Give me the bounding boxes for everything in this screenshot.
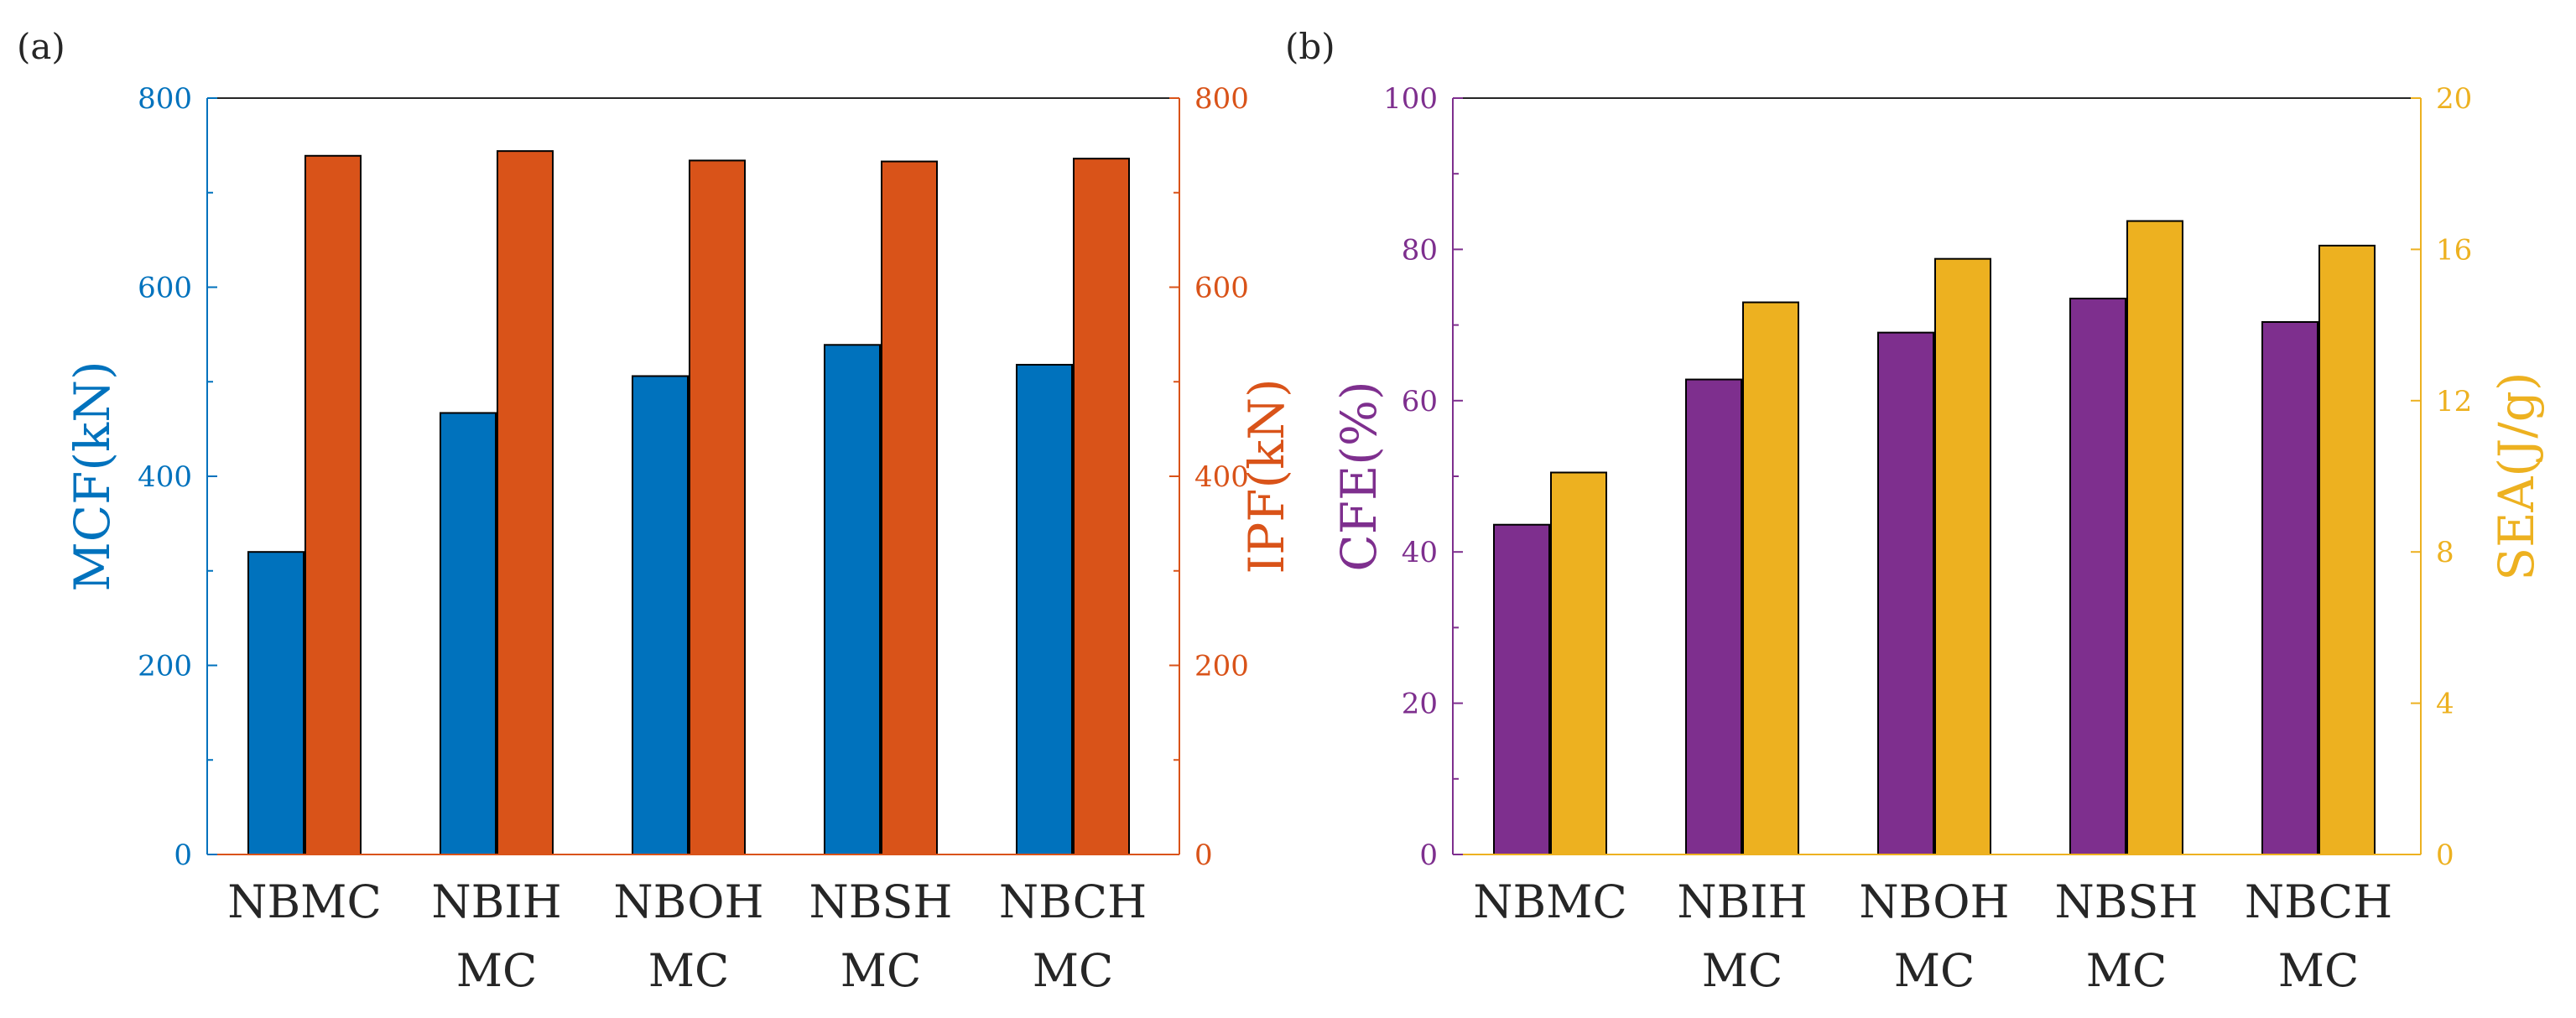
bar-seajg-5 xyxy=(2318,244,2376,855)
bar-seajg-2 xyxy=(1742,301,1799,856)
left-tick-label: 600 xyxy=(138,272,192,305)
category-label: NBIH xyxy=(431,875,561,928)
right-tick-label: 800 xyxy=(1194,82,1249,116)
category-label: NBIH xyxy=(1677,875,1807,928)
left-tick-label: 20 xyxy=(1402,688,1438,721)
left-tick-label: 40 xyxy=(1402,536,1438,569)
left-tick-label: 100 xyxy=(1383,82,1438,116)
bar-mcfkn-2 xyxy=(440,412,497,855)
right-tick-label: 0 xyxy=(1194,839,1213,872)
category-label: NBSH xyxy=(2054,875,2198,928)
right-tick-label: 8 xyxy=(2436,536,2454,569)
category-label: MC xyxy=(456,944,538,997)
chart-panel-2: (b)NBMC NBIHMCNBOHMCNBSHMCNBCHMC020406080… xyxy=(1285,26,2545,997)
bar-ipfkn-4 xyxy=(881,160,938,856)
right-tick-label: 20 xyxy=(2436,82,2472,116)
bar-cfe-5 xyxy=(2261,320,2318,855)
right-tick-label: 0 xyxy=(2436,839,2454,872)
bar-mcfkn-5 xyxy=(1016,363,1073,855)
right-tick-label: 12 xyxy=(2436,385,2472,418)
category-label: MC xyxy=(1702,944,1783,997)
left-tick-label: 0 xyxy=(174,839,192,872)
left-tick-label: 200 xyxy=(138,650,192,683)
right-tick-label: 200 xyxy=(1194,650,1249,683)
bar-ipfkn-3 xyxy=(689,159,746,856)
category-label: NBCH xyxy=(2245,875,2392,928)
bar-cfe-3 xyxy=(1877,331,1934,855)
left-tick-label: 80 xyxy=(1402,233,1438,267)
right-tick-label: 16 xyxy=(2436,233,2472,267)
bar-mcfkn-3 xyxy=(632,375,689,855)
bar-cfe-1 xyxy=(1493,523,1550,856)
category-label: NBMC xyxy=(227,875,382,928)
left-tick-label: 0 xyxy=(1419,839,1438,872)
bar-seajg-4 xyxy=(2126,220,2183,855)
left-tick-label: 60 xyxy=(1402,385,1438,418)
category-label: NBCH xyxy=(999,875,1147,928)
category-label: NBSH xyxy=(809,875,952,928)
bar-seajg-3 xyxy=(1934,257,1991,855)
right-tick-label: 600 xyxy=(1194,272,1249,305)
panel-label: (b) xyxy=(1285,26,1335,67)
bar-cfe-4 xyxy=(2069,298,2126,855)
category-label: MC xyxy=(648,944,730,997)
bar-mcfkn-4 xyxy=(824,344,881,855)
right-tick-label: 400 xyxy=(1194,460,1249,494)
right-axis-title: IPF(kN) xyxy=(1238,378,1295,574)
right-tick-label: 4 xyxy=(2436,688,2454,721)
bar-mcfkn-1 xyxy=(247,551,304,855)
left-tick-label: 400 xyxy=(138,460,192,494)
bar-cfe-2 xyxy=(1685,378,1742,855)
left-tick-label: 800 xyxy=(138,82,192,116)
category-label: MC xyxy=(2278,944,2360,997)
bar-ipfkn-5 xyxy=(1073,158,1130,856)
panel-label: (a) xyxy=(17,26,65,67)
right-axis-title: SEA(J/g) xyxy=(2488,371,2545,580)
left-axis-title: MCF(kN) xyxy=(64,361,121,591)
bar-ipfkn-1 xyxy=(304,154,362,855)
category-label: MC xyxy=(840,944,922,997)
chart-panel-1: (a) NBMC NBIH MC NBOH MC NBSH MC NBCH MC 0 200 400 60… xyxy=(17,26,1295,997)
bar-seajg-1 xyxy=(1550,471,1607,855)
bar-ipfkn-2 xyxy=(497,150,554,855)
category-label: MC xyxy=(2086,944,2167,997)
category-label: NBMC xyxy=(1473,875,1627,928)
category-label: MC xyxy=(1894,944,1975,997)
category-label: NBOH xyxy=(1859,875,2009,928)
category-label: NBOH xyxy=(613,875,763,928)
category-label: MC xyxy=(1033,944,1114,997)
left-axis-title: CFE(%) xyxy=(1330,381,1387,571)
